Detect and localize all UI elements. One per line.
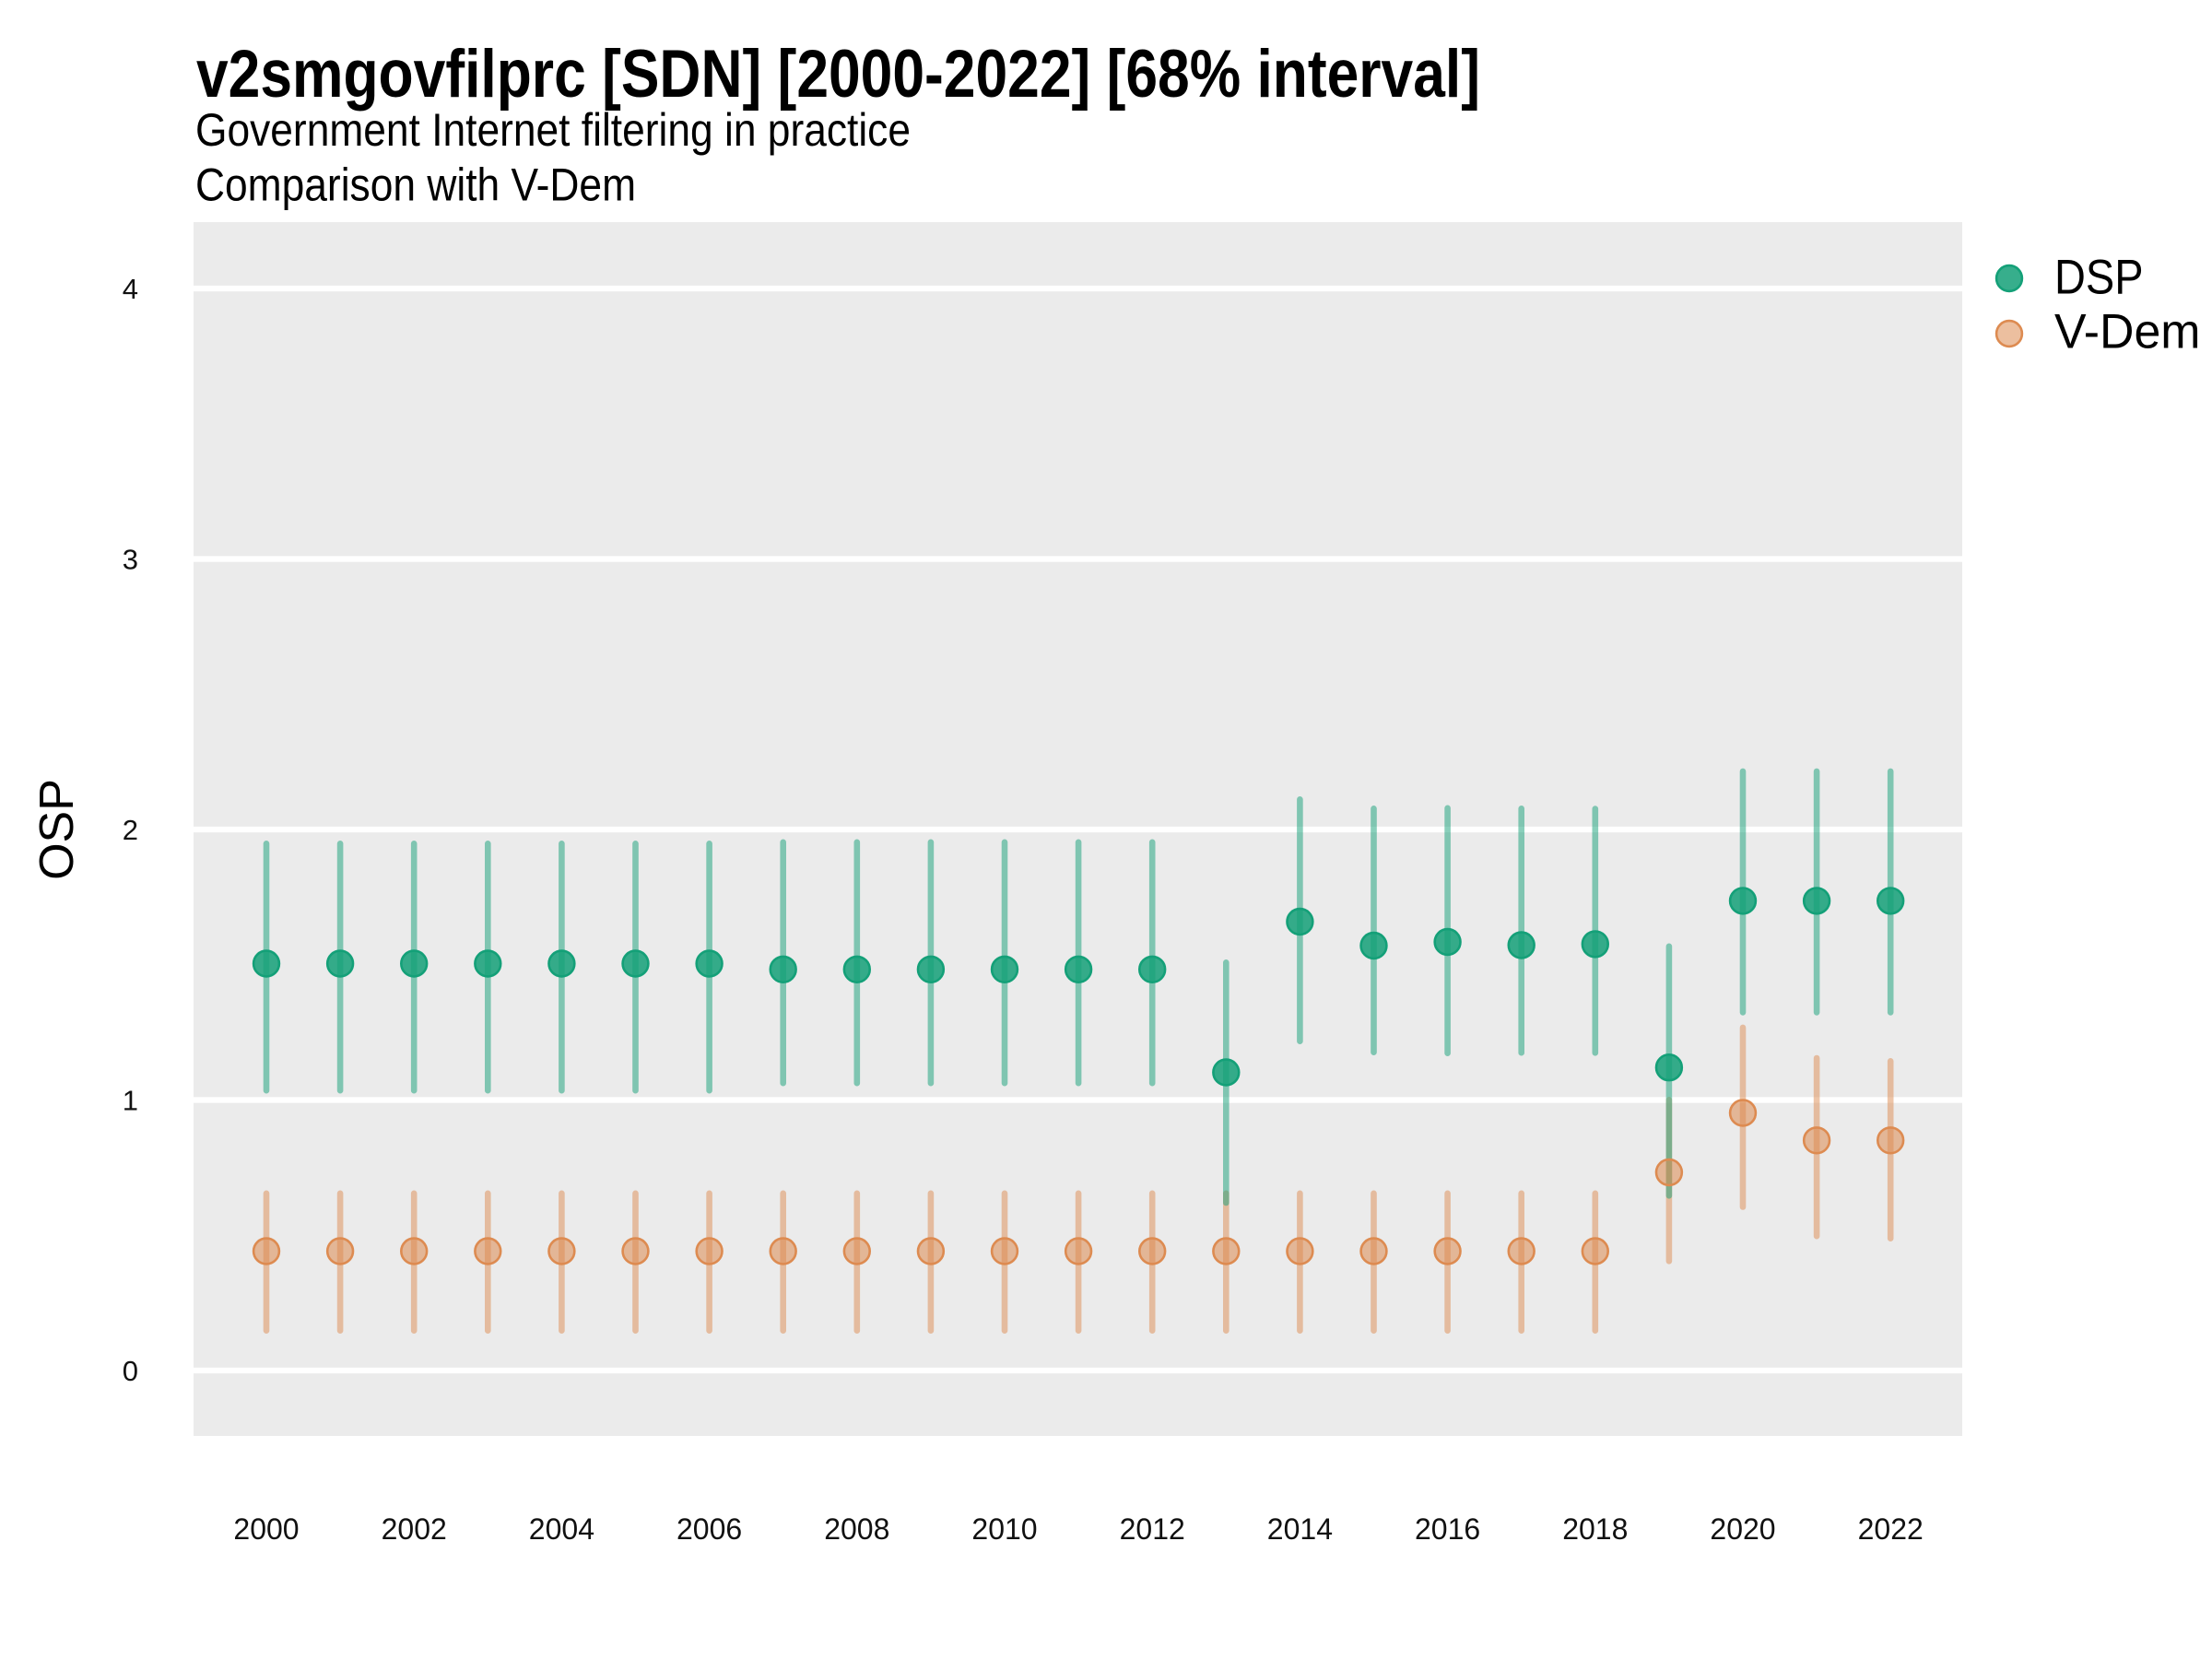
svg-text:0: 0 [123, 1355, 138, 1387]
svg-text:2008: 2008 [824, 1512, 889, 1546]
svg-text:2020: 2020 [1710, 1512, 1775, 1546]
svg-text:DSP: DSP [2054, 251, 2144, 305]
svg-text:4: 4 [123, 273, 138, 305]
svg-text:2016: 2016 [1415, 1512, 1480, 1546]
svg-text:2002: 2002 [382, 1512, 447, 1546]
svg-text:2012: 2012 [1120, 1512, 1185, 1546]
svg-text:2018: 2018 [1562, 1512, 1628, 1546]
svg-text:2006: 2006 [677, 1512, 742, 1546]
svg-text:2010: 2010 [971, 1512, 1037, 1546]
svg-text:Government Internet filtering: Government Internet filtering in practic… [195, 104, 911, 156]
svg-text:Comparison with V-Dem: Comparison with V-Dem [195, 159, 636, 211]
svg-text:1: 1 [123, 1085, 138, 1117]
svg-text:3: 3 [123, 544, 138, 576]
svg-text:2000: 2000 [233, 1512, 299, 1546]
svg-text:2022: 2022 [1858, 1512, 1924, 1546]
svg-text:OSP: OSP [30, 779, 84, 880]
svg-text:v2smgovfilprc [SDN] [2000-2022: v2smgovfilprc [SDN] [2000-2022] [68% int… [196, 37, 1480, 112]
svg-text:2014: 2014 [1267, 1512, 1333, 1546]
svg-text:2: 2 [123, 814, 138, 846]
svg-text:2004: 2004 [529, 1512, 594, 1546]
svg-text:V-Dem: V-Dem [2054, 305, 2201, 359]
